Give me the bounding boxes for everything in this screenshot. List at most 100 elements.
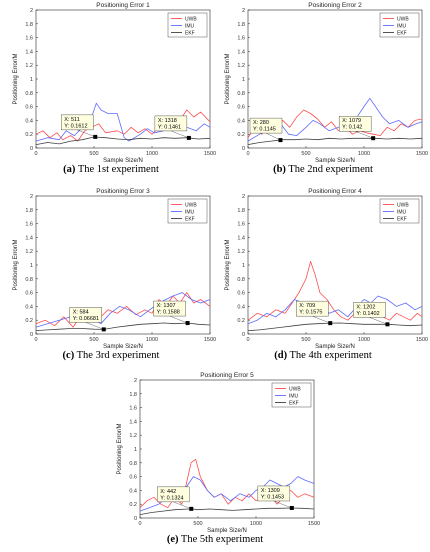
caption-1-text: The 1st experiment [77,164,159,175]
y-tick-label: 1.8 [237,208,245,214]
datatip-marker [328,321,333,326]
legend-label-imu: IMU [397,24,407,30]
x-tick-label: 0 [34,151,37,157]
chart-title: Positioning Error 4 [308,188,362,195]
datatip-box [353,302,386,318]
y-tick-label: 0.2 [129,502,137,508]
x-axis-label: Sample Size/N [315,344,355,350]
datatip-leader [312,315,331,324]
x-tick-label: 500 [301,151,310,157]
series-ekf-line [35,322,211,331]
chart-svg-4: Positioning Error 4 0 0.2 0.4 0.6 0.8 1 1.2 1.4 1… [225,188,428,350]
y-tick-label: 0.6 [129,475,137,481]
legend-box [167,12,208,38]
caption-5: (e) The 5th experiment [110,534,320,545]
y-tick-label: 0.8 [237,91,245,97]
series-imu-line [247,295,423,325]
datatip-y-label: Y: 0.1402 [356,311,379,317]
x-tick-label: 500 [89,151,98,157]
chart-panel-3: Positioning Error 3 0 0.2 0.4 0.6 0.8 1 1.2 1.4 1… [6,186,216,368]
datatip-box [338,116,372,132]
x-tick-label: 0 [34,337,37,343]
chart-title: Positioning Error 2 [308,2,362,9]
chart-panel-2: Positioning Error 2 0 0.2 0.4 0.6 0.8 1 1.2 1.4 1… [218,0,428,182]
legend-label-imu: IMU [185,210,195,216]
y-tick-label: 0.6 [25,291,33,297]
series-ekf-line [139,507,315,515]
y-tick-label: 0.4 [25,118,33,124]
x-tick-label: 1500 [204,151,216,157]
datatip-y-label: Y: 0.06681 [73,316,99,322]
datatip-leader [169,315,188,324]
caption-3-text: The 3rd experiment [76,350,160,361]
y-tick-label: 1.6 [25,36,33,42]
y-tick-label: 0.6 [237,291,245,297]
x-tick-label: 0 [246,337,249,343]
y-tick-label: 1.8 [25,208,33,214]
y-tick-label: 1.6 [25,222,33,228]
y-tick-label: 0.2 [237,132,245,138]
y-tick-label: 1.2 [237,249,245,255]
y-tick-label: 0.8 [237,277,245,283]
datatip-leader [273,500,292,509]
y-tick-label: 0.4 [237,118,245,124]
y-tick-label: 1.6 [237,222,245,228]
y-tick-label: 1.8 [129,392,137,398]
chart-panel-1: Positioning Error 1 0 0.2 0.4 0.6 0.8 1 1.2 1.4 1… [6,0,216,182]
chart-panel-5: Positioning Error 5 0 0.2 0.4 0.6 0.8 1 1.2 1.4 1… [110,370,320,552]
x-tick-label: 1500 [308,521,320,527]
y-tick-label: 0.6 [25,105,33,111]
y-tick-label: 2 [30,194,33,200]
datatip-x-label: X: 1202 [356,304,375,310]
y-tick-label: 1 [30,263,33,269]
y-tick-label: 1.6 [237,36,245,42]
y-axis-label: Positioning Error/M [225,53,231,104]
datatip-box [61,114,94,131]
legend-label-ekf: EKF [185,31,195,37]
caption-1: (a) The 1st experiment [6,164,216,175]
x-tick-label: 500 [89,337,98,343]
datatip-box [153,300,186,317]
datatip-y-label: Y: 0.1588 [157,310,180,316]
y-tick-label: 1.4 [237,235,245,241]
legend-label-uwb: UWB [397,203,409,209]
chart-title: Positioning Error 3 [96,188,150,195]
y-axis-label: Positioning Error/M [13,53,19,104]
y-tick-label: 1 [242,263,245,269]
datatip-leader [265,132,281,141]
caption-5-label: (e) [166,534,179,545]
x-tick-label: 0 [246,151,249,157]
datatip-leader [369,317,388,325]
y-tick-label: 0.8 [129,461,137,467]
y-tick-label: 1.8 [237,22,245,28]
y-tick-label: 2 [242,8,245,14]
y-tick-label: 0.2 [237,318,245,324]
chart-svg-1: Positioning Error 1 0 0.2 0.4 0.6 0.8 1 1.2 1.4 1… [13,2,216,164]
y-tick-label: 1.2 [25,63,33,69]
datatip-box [154,115,188,132]
chart-svg-3: Positioning Error 3 0 0.2 0.4 0.6 0.8 1 1.2 1.4 1… [13,188,216,350]
y-axis-label: Positioning Error/M [225,239,231,290]
y-tick-label: 1.6 [129,406,137,412]
y-tick-label: 0 [134,516,137,522]
x-tick-label: 1000 [146,337,158,343]
x-tick-label: 500 [301,337,310,343]
x-axis-label: Sample Size/N [103,344,143,350]
y-tick-label: 1.4 [25,235,33,241]
datatip-y-label: Y: 0.1453 [261,494,284,500]
y-tick-label: 1.2 [129,433,137,439]
caption-4-text: The 4th experiment [289,350,372,361]
y-tick-label: 1.4 [129,419,137,425]
datatip-box [296,300,329,317]
x-axis-label: Sample Size/N [103,158,143,164]
legend-label-ekf: EKF [185,217,195,223]
caption-3: (c) The 3rd experiment [6,350,216,361]
y-tick-label: 2 [242,194,245,200]
legend-label-uwb: UWB [397,17,409,23]
series-uwb-line [247,261,423,321]
series-uwb-line [35,292,211,328]
y-tick-label: 0.4 [129,488,137,494]
x-tick-label: 1000 [358,151,370,157]
y-tick-label: 1.2 [25,249,33,255]
y-tick-label: 0 [30,332,33,338]
